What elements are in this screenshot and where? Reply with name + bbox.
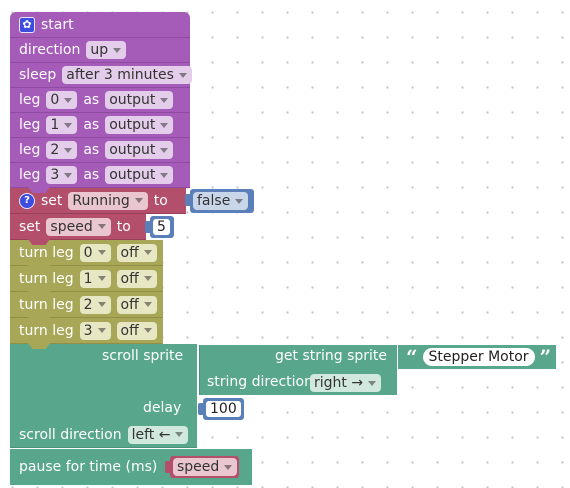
- leg-row: leg 2 as output: [10, 138, 190, 163]
- chevron-down-icon: [64, 147, 73, 153]
- scroll-direction-label: scroll direction: [19, 426, 122, 443]
- turn-leg-label: turn leg: [19, 244, 74, 261]
- turn-leg-label: turn leg: [19, 270, 74, 287]
- chevron-down-icon: [97, 328, 106, 333]
- leg-number-dropdown[interactable]: 1: [46, 116, 78, 134]
- chevron-down-icon: [97, 276, 106, 281]
- help-icon[interactable]: ?: [19, 192, 35, 209]
- chevron-down-icon: [175, 432, 184, 437]
- leg-state-dropdown[interactable]: off: [116, 321, 157, 340]
- leg-mode-dropdown[interactable]: output: [105, 116, 174, 134]
- chevron-down-icon: [160, 97, 169, 103]
- chevron-down-icon: [143, 302, 152, 307]
- leg-row: leg 3 as output: [10, 163, 190, 188]
- sleep-dropdown[interactable]: after 3 minutes: [62, 66, 192, 84]
- chevron-down-icon: [64, 172, 73, 178]
- chevron-down-icon: [224, 464, 233, 470]
- pause-label: pause for time (ms): [19, 459, 158, 475]
- leg-state-dropdown[interactable]: off: [116, 295, 157, 314]
- number-value-block[interactable]: 5: [145, 216, 174, 238]
- set-speed-block[interactable]: set speed to: [10, 214, 146, 240]
- chevron-down-icon: [134, 198, 143, 203]
- leg-number-dropdown[interactable]: 3: [46, 166, 78, 184]
- number-field[interactable]: 5: [153, 219, 170, 235]
- set-running-block[interactable]: ? set Running to: [10, 188, 186, 214]
- leg-row: leg 0 as output: [10, 88, 190, 113]
- boolean-value-block[interactable]: false: [185, 189, 254, 213]
- direction-label: direction: [19, 42, 81, 58]
- to-label: to: [116, 218, 131, 235]
- chevron-down-icon: [64, 122, 73, 128]
- sleep-label: sleep: [19, 67, 57, 83]
- leg-label: leg: [19, 167, 41, 183]
- leg-label: leg: [19, 117, 41, 133]
- as-label: as: [83, 92, 100, 108]
- chevron-down-icon: [235, 198, 244, 204]
- chevron-down-icon: [160, 122, 169, 128]
- close-quote-icon: ”: [539, 345, 552, 369]
- open-quote-icon: “: [406, 345, 418, 369]
- leg-mode-dropdown[interactable]: output: [105, 166, 174, 184]
- chevron-down-icon: [97, 302, 106, 307]
- chevron-down-icon: [97, 250, 106, 255]
- leg-state-dropdown[interactable]: off: [116, 243, 157, 262]
- chevron-down-icon: [113, 47, 122, 53]
- variable-dropdown[interactable]: speed: [173, 458, 238, 476]
- pause-variable-block[interactable]: speed: [165, 456, 239, 478]
- turn-leg-label: turn leg: [19, 322, 74, 339]
- leg-number-dropdown[interactable]: 0: [46, 91, 78, 109]
- leg-label: leg: [19, 142, 41, 158]
- leg-label: leg: [19, 92, 41, 108]
- leg-number-dropdown[interactable]: 1: [79, 269, 111, 288]
- chevron-down-icon: [178, 72, 187, 78]
- start-label: start: [41, 16, 74, 33]
- direction-dropdown[interactable]: up: [86, 41, 127, 59]
- chevron-down-icon: [143, 328, 152, 333]
- variable-dropdown[interactable]: Running: [68, 191, 148, 210]
- leg-mode-dropdown[interactable]: output: [105, 91, 174, 109]
- chevron-down-icon: [64, 97, 73, 103]
- leg-mode-dropdown[interactable]: output: [105, 141, 174, 159]
- leg-row: leg 1 as output: [10, 113, 190, 138]
- set-label: set: [41, 192, 63, 209]
- scroll-direction-dropdown[interactable]: left ←: [127, 425, 189, 444]
- chevron-down-icon: [143, 250, 152, 255]
- chevron-down-icon: [97, 224, 106, 229]
- gear-icon[interactable]: ✿: [19, 16, 35, 33]
- chevron-down-icon: [160, 172, 169, 178]
- text-literal-block[interactable]: “ Stepper Motor ”: [398, 345, 556, 369]
- direction-row: direction up: [10, 38, 190, 63]
- text-field[interactable]: Stepper Motor: [422, 348, 535, 366]
- start-block[interactable]: ✿ start: [10, 12, 190, 38]
- delay-label: delay: [143, 400, 182, 416]
- leg-number-dropdown[interactable]: 2: [79, 295, 111, 314]
- scroll-sprite-label: scroll sprite: [102, 348, 184, 364]
- set-label: set: [19, 218, 41, 235]
- scroll-direction-row: scroll direction left ←: [10, 422, 197, 448]
- leg-number-dropdown[interactable]: 3: [79, 321, 111, 340]
- get-string-sprite-label: get string sprite: [275, 348, 388, 364]
- turn-leg-label: turn leg: [19, 296, 74, 313]
- chevron-down-icon: [143, 276, 152, 281]
- number-field[interactable]: 100: [206, 401, 241, 417]
- as-label: as: [83, 142, 100, 158]
- chevron-down-icon: [160, 147, 169, 153]
- leg-number-dropdown[interactable]: 2: [46, 141, 78, 159]
- string-direction-label: string direction: [207, 374, 313, 390]
- chevron-down-icon: [368, 380, 377, 386]
- sleep-row: sleep after 3 minutes: [10, 63, 192, 88]
- leg-number-dropdown[interactable]: 0: [79, 243, 111, 262]
- as-label: as: [83, 167, 100, 183]
- boolean-dropdown[interactable]: false: [193, 192, 249, 210]
- to-label: to: [153, 192, 168, 209]
- leg-state-dropdown[interactable]: off: [116, 269, 157, 288]
- delay-value-block[interactable]: 100: [198, 398, 244, 420]
- string-direction-dropdown[interactable]: right →: [310, 374, 382, 392]
- variable-dropdown[interactable]: speed: [46, 217, 111, 236]
- as-label: as: [83, 117, 100, 133]
